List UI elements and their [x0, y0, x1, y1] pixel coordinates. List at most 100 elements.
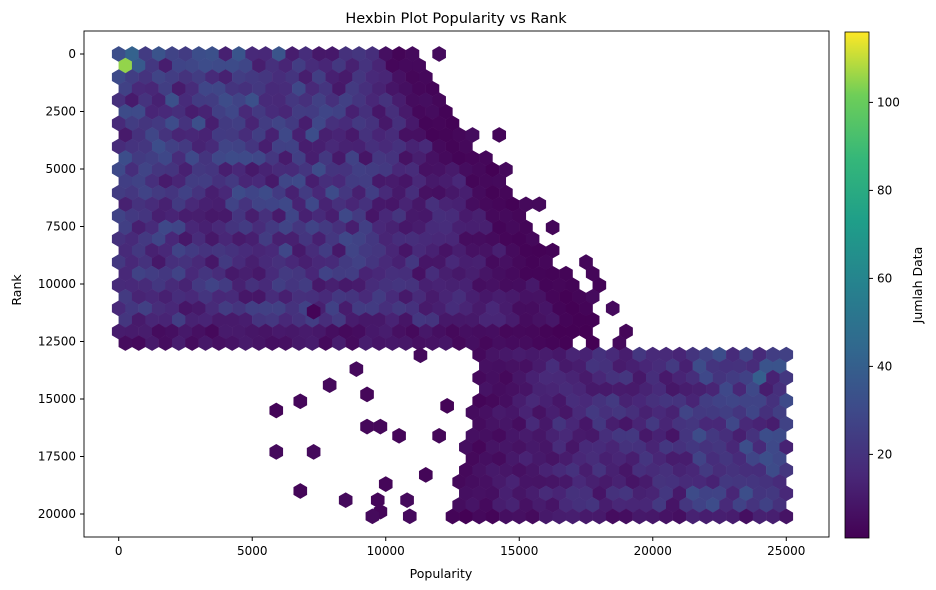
hexbin-cell	[385, 103, 400, 120]
hexbin-cells	[111, 46, 794, 525]
hexbin-cell	[505, 265, 520, 282]
hexbin-cell	[305, 80, 320, 97]
hexbin-cell	[198, 288, 213, 305]
hexbin-cell	[312, 161, 326, 178]
hexbin-cell	[565, 439, 580, 455]
hexbin-cell	[418, 92, 433, 109]
hexbin-cell	[539, 439, 553, 455]
hexbin-cell	[238, 312, 253, 328]
hexbin-cell	[238, 80, 253, 97]
hexbin-cell	[445, 508, 460, 525]
hexbin-cell	[338, 492, 353, 509]
hexbin-cell	[639, 404, 653, 421]
hexbin-cell	[225, 196, 240, 213]
hexbin-cell	[465, 312, 480, 328]
hexbin-cell	[766, 439, 780, 455]
hexbin-cell	[519, 450, 533, 467]
hexbin-cell	[238, 265, 253, 282]
hexbin-cell	[512, 462, 527, 479]
hexbin-cell	[238, 150, 253, 166]
hexbin-cell	[585, 335, 600, 351]
hexbin-cell	[238, 219, 253, 236]
hexbin-cell	[432, 254, 446, 270]
hexbin-cell	[485, 416, 500, 432]
hexbin-cell	[585, 381, 600, 398]
hexbin-cell	[178, 208, 193, 224]
hexbin-cell	[192, 323, 206, 340]
hexbin-cell	[759, 381, 774, 398]
hexbin-cell	[385, 242, 400, 259]
hexbin-cell	[412, 150, 426, 166]
hexbin-cell	[378, 46, 393, 62]
hexbin-cell	[706, 404, 720, 421]
hexbin-cell	[492, 219, 507, 236]
hexbin-cell	[405, 323, 420, 340]
hexbin-cell	[118, 288, 133, 305]
hexbin-cell	[205, 69, 219, 85]
hexbin-cell	[545, 335, 560, 351]
hexbin-cell	[111, 231, 126, 247]
hexbin-cell	[612, 381, 627, 398]
hexbin-cell	[345, 242, 360, 259]
hexbin-cell	[612, 358, 627, 375]
hexbin-cell	[225, 127, 240, 143]
hexbin-cell	[605, 393, 620, 409]
hexbin-cell	[165, 92, 179, 109]
hexbin-cell	[252, 173, 266, 190]
hexbin-cell	[519, 265, 533, 282]
hexbin-cell	[171, 196, 186, 213]
hexbin-cell	[672, 508, 687, 525]
hexbin-cell	[405, 277, 420, 294]
hexbin-cell	[499, 277, 513, 294]
hexbin-cell	[592, 485, 607, 502]
hexbin-cell	[452, 497, 466, 513]
hexbin-cell	[265, 80, 280, 97]
hexbin-cell	[165, 161, 179, 178]
hexbin-cell	[525, 416, 540, 432]
hexbin-cell	[505, 335, 520, 351]
hexbin-cell	[559, 404, 573, 421]
hexbin-cell	[325, 115, 340, 132]
hexbin-cell	[305, 288, 320, 305]
hexbin-cell	[305, 127, 320, 143]
hexbin-cell	[232, 300, 246, 317]
hexbin-cell	[519, 219, 533, 236]
hexbin-cell	[719, 381, 733, 398]
hexbin-cell	[171, 335, 186, 351]
hexbin-cell	[178, 231, 193, 247]
hexbin-cell	[719, 473, 733, 490]
hexbin-cell	[352, 254, 366, 270]
hexbin-cell	[686, 462, 700, 479]
hexbin-cell	[125, 46, 139, 62]
hexbin-cell	[252, 335, 266, 351]
hexbin-cell	[345, 173, 360, 190]
hexbin-cell	[452, 196, 466, 213]
hexbin-cell	[378, 184, 393, 201]
hexbin-cell	[151, 277, 166, 294]
hexbin-cell	[218, 138, 233, 155]
hexbin-cell	[312, 323, 326, 340]
hexbin-cell	[485, 323, 500, 340]
hexbin-cell	[278, 127, 293, 143]
hexbin-cell	[338, 69, 353, 85]
hexbin-cell	[425, 242, 440, 259]
hexbin-cell	[519, 196, 533, 213]
hexbin-cell	[512, 508, 527, 525]
hexbin-cell	[746, 473, 760, 490]
hexbin-cell	[232, 231, 246, 247]
hexbin-cell	[372, 173, 386, 190]
hexbin-cell	[492, 473, 507, 490]
hexbin-cell	[118, 242, 133, 259]
hexbin-cell	[619, 508, 633, 525]
hexbin-cell	[298, 208, 313, 224]
hexbin-cell	[185, 173, 199, 190]
hexbin-cell	[425, 196, 440, 213]
hexbin-cell	[652, 427, 667, 444]
hexbin-cell	[125, 92, 139, 109]
hexbin-cell	[552, 300, 567, 317]
hexbin-cell	[459, 485, 473, 502]
hexbin-cell	[360, 418, 374, 435]
hexbin-cell	[158, 173, 173, 190]
hexbin-cell	[625, 427, 640, 444]
hexbin-cell	[772, 497, 787, 513]
